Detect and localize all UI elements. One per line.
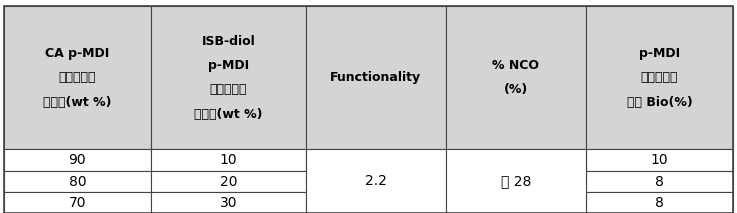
Bar [586,192,733,213]
Text: 8: 8 [655,196,664,210]
Text: 예상 Bio(%): 예상 Bio(%) [626,96,693,109]
Text: Functionality: Functionality [330,71,422,84]
Text: p-MDI: p-MDI [208,59,249,72]
Text: CA p-MDI: CA p-MDI [45,47,110,60]
Text: 프리폴리머: 프리폴리머 [210,83,247,96]
Text: 10: 10 [651,153,668,167]
Text: 사용량(wt %): 사용량(wt %) [195,108,262,121]
Bar [151,171,306,192]
Text: 약 28: 약 28 [500,174,531,188]
Bar [4,192,151,213]
Text: 프리폴리머: 프리폴리머 [59,71,96,84]
Bar [4,6,151,149]
Bar [306,6,446,149]
Text: p-MDI: p-MDI [639,47,680,60]
Text: 30: 30 [220,196,237,210]
Bar [446,6,586,149]
Bar [586,6,733,149]
Text: 8: 8 [655,175,664,189]
Bar [586,171,733,192]
Bar [4,149,151,171]
Bar [151,149,306,171]
Bar [151,192,306,213]
Bar [306,149,446,213]
Bar [586,149,733,171]
Text: (%): (%) [504,83,528,96]
Bar [446,149,586,213]
Text: 2.2: 2.2 [365,174,387,188]
Text: 70: 70 [69,196,86,210]
Text: 20: 20 [220,175,237,189]
Text: % NCO: % NCO [492,59,539,72]
Text: 90: 90 [69,153,86,167]
Text: ISB-diol: ISB-diol [202,35,255,47]
Text: 사용량(wt %): 사용량(wt %) [43,96,111,109]
Text: 80: 80 [69,175,86,189]
Bar [4,171,151,192]
Text: 프리폴리머: 프리폴리머 [641,71,678,84]
Text: 10: 10 [220,153,237,167]
Bar [151,6,306,149]
